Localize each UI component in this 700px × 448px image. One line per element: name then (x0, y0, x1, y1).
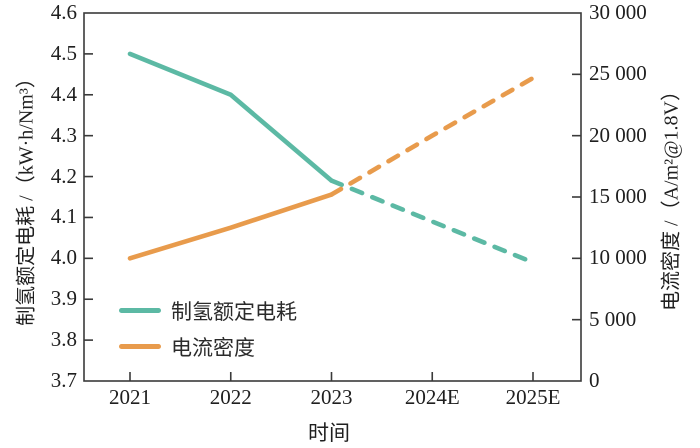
left-axis-title: 制氢额定电耗 /（kW·h/Nm³） (15, 68, 38, 326)
left-axis-tick-label: 4.0 (50, 245, 77, 270)
left-axis-tick-label: 3.7 (50, 368, 77, 392)
x-axis-tick-label: 2024E (404, 385, 460, 409)
x-axis-tick-label: 2021 (109, 385, 151, 409)
left-axis-tick-label: 3.9 (50, 286, 77, 311)
legend-swatch-teal (119, 308, 161, 313)
legend-item-current-density: 电流密度 (119, 333, 297, 360)
series-1-solid-line (127, 192, 334, 261)
legend-item-power-consumption: 制氢额定电耗 (119, 297, 297, 324)
left-axis-tick-label: 4.3 (50, 122, 77, 147)
right-axis-tick-label: 30 000 (589, 0, 647, 24)
right-axis-tick-label: 10 000 (589, 245, 647, 270)
legend-label: 电流密度 (171, 335, 255, 360)
left-axis-tick-label: 4.5 (50, 40, 77, 65)
right-axis-tick-label: 25 000 (589, 61, 647, 86)
series-0-solid-line (127, 51, 334, 183)
legend-label: 制氢额定电耗 (171, 299, 297, 324)
right-axis-title: 电流密度 /（A/m²@1.8V） (660, 81, 683, 311)
x-axis-tick-label: 2023 (310, 385, 353, 409)
right-axis-tick-label: 0 (589, 368, 600, 392)
x-axis-tick-label: 2022 (209, 385, 252, 409)
left-axis-tick-label: 4.6 (50, 0, 77, 24)
series-0-dashed-line (329, 178, 536, 265)
series-1-dashed-line (329, 75, 536, 197)
right-axis-tick-label: 5 000 (589, 306, 637, 331)
left-axis-tick-label: 4.2 (50, 163, 77, 188)
right-axis-tick-label: 20 000 (589, 122, 647, 147)
legend-swatch-orange (119, 344, 161, 349)
x-axis-tick-label: 2025E (505, 385, 561, 409)
x-axis-title: 时间 (308, 421, 350, 445)
left-axis-tick-label: 3.8 (50, 327, 77, 352)
right-axis-tick-label: 15 000 (589, 184, 647, 208)
left-axis-tick-label: 4.1 (50, 204, 77, 229)
legend: 制氢额定电耗 电流密度 (119, 297, 297, 360)
left-axis-tick-label: 4.4 (50, 81, 77, 106)
